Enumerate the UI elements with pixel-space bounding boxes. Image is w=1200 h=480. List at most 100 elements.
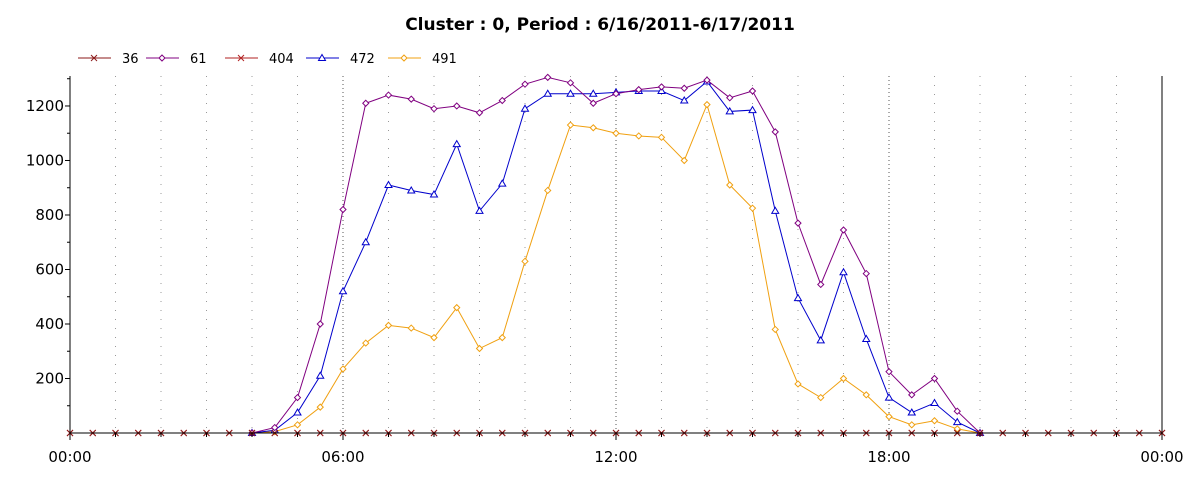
series-61 xyxy=(248,73,984,437)
data-point xyxy=(400,54,408,62)
data-point xyxy=(293,408,302,416)
data-point xyxy=(885,412,893,421)
y-tick-label: 1000 xyxy=(26,151,64,169)
x-tick-label: 00:00 xyxy=(1140,448,1183,466)
data-point xyxy=(679,96,689,104)
legend-label: 61 xyxy=(190,52,207,67)
data-point xyxy=(839,374,848,383)
data-point xyxy=(793,293,803,302)
x-tick-label: 12:00 xyxy=(594,448,637,466)
legend: 36 61 404 472 491 xyxy=(78,52,457,67)
data-point xyxy=(748,105,757,114)
data-point xyxy=(544,186,552,195)
data-point xyxy=(861,334,871,342)
data-point xyxy=(475,109,484,117)
data-point-stroke xyxy=(90,54,98,62)
data-point xyxy=(475,344,484,353)
data-point xyxy=(703,76,711,84)
data-point xyxy=(339,365,347,373)
data-point xyxy=(952,417,962,426)
data-point xyxy=(680,84,688,92)
data-point xyxy=(316,403,324,411)
data-point xyxy=(589,99,597,107)
x-tick-label: 18:00 xyxy=(867,448,910,466)
legend-item: 36 xyxy=(78,52,139,67)
data-point xyxy=(453,102,461,110)
data-point-stroke xyxy=(237,54,245,62)
data-point xyxy=(839,267,848,276)
data-point xyxy=(384,321,393,330)
data-point xyxy=(862,391,870,399)
x-tick-label: 06:00 xyxy=(321,448,364,466)
data-point xyxy=(362,339,370,347)
data-point xyxy=(498,96,506,105)
data-point xyxy=(771,128,779,136)
legend-item: 491 xyxy=(388,52,457,67)
data-point xyxy=(612,129,620,137)
data-point xyxy=(816,335,826,344)
data-point xyxy=(429,190,439,198)
data-point xyxy=(521,257,529,266)
data-point xyxy=(657,133,666,142)
data-point xyxy=(566,79,575,87)
y-tick-label: 800 xyxy=(35,206,64,224)
data-point xyxy=(521,80,529,88)
data-point xyxy=(839,226,848,234)
data-point xyxy=(817,280,825,289)
data-point xyxy=(452,139,462,148)
data-point xyxy=(953,425,961,433)
data-point xyxy=(361,237,371,246)
data-point xyxy=(657,83,666,91)
legend-item: 472 xyxy=(306,52,375,67)
data-point xyxy=(907,408,917,416)
data-point xyxy=(703,100,711,109)
data-point xyxy=(406,185,416,194)
data-point xyxy=(588,89,598,97)
data-point xyxy=(430,104,438,113)
data-point xyxy=(794,380,802,388)
data-point xyxy=(908,391,916,399)
data-point xyxy=(817,393,825,402)
data-point xyxy=(544,73,552,82)
data-point xyxy=(475,206,484,214)
data-point xyxy=(497,179,507,187)
data-point xyxy=(338,286,348,295)
data-point xyxy=(748,87,757,95)
data-point xyxy=(362,99,370,107)
data-point xyxy=(566,121,575,129)
data-point xyxy=(612,90,620,98)
data-point xyxy=(589,124,597,132)
data-point xyxy=(862,269,870,278)
data-point xyxy=(407,324,415,332)
data-point xyxy=(498,333,506,342)
y-tick-label: 200 xyxy=(35,369,64,387)
data-point xyxy=(930,374,939,383)
data-point xyxy=(316,320,324,328)
x-tick-label: 00:00 xyxy=(48,448,91,466)
data-point xyxy=(566,89,575,97)
data-point xyxy=(384,91,393,99)
data-point xyxy=(430,333,438,342)
data-point xyxy=(930,417,939,425)
data-point xyxy=(770,206,780,214)
data-point xyxy=(748,204,757,212)
data-point xyxy=(635,132,643,140)
data-point xyxy=(884,393,894,401)
chart-title: Cluster : 0, Period : 6/16/2011-6/17/201… xyxy=(405,15,795,35)
grid xyxy=(115,76,1117,433)
y-tick-label: 1200 xyxy=(26,97,64,115)
y-tick-label: 400 xyxy=(35,315,64,333)
data-point xyxy=(407,95,415,103)
data-point xyxy=(237,54,245,62)
legend-label: 472 xyxy=(350,52,375,67)
data-point xyxy=(908,421,916,429)
data-point xyxy=(293,393,302,402)
legend-label: 491 xyxy=(432,52,457,67)
data-point xyxy=(317,53,327,61)
data-point xyxy=(725,106,735,115)
data-point xyxy=(90,54,98,62)
data-point xyxy=(543,89,553,97)
data-point xyxy=(635,85,643,94)
legend-label: 36 xyxy=(122,52,139,67)
data-point xyxy=(726,181,734,189)
